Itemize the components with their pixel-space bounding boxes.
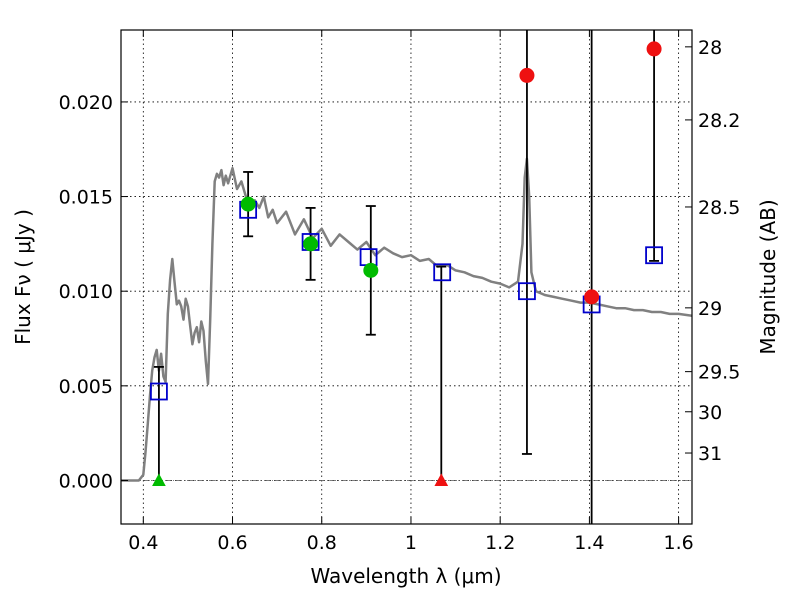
- observed-point: [363, 262, 379, 278]
- upper-limit-triangle: [434, 473, 449, 486]
- observed-point: [240, 196, 256, 212]
- x-tick-label: 1: [405, 532, 417, 554]
- right-tick-label: 29: [698, 298, 722, 320]
- right-tick-label: 28: [698, 37, 722, 59]
- plot-area: [121, 30, 692, 524]
- y-tick-label: 0.010: [59, 281, 113, 303]
- x-tick-label: 0.4: [128, 532, 158, 554]
- grid: [121, 30, 692, 524]
- model-flux-square: [518, 282, 536, 301]
- upper-limit-triangle: [152, 473, 166, 486]
- model-flux-square: [645, 246, 663, 265]
- error-bars-layer: [153, 30, 660, 524]
- right-axis-title: Magnitude (AB): [756, 199, 780, 354]
- x-axis-title: Wavelength λ (μm): [310, 564, 501, 588]
- observed-layer: [152, 41, 662, 486]
- ticks: [121, 30, 692, 524]
- x-tick-label: 1.2: [485, 532, 515, 554]
- y-tick-label: 0.015: [59, 187, 113, 209]
- right-tick-label: 29.5: [698, 362, 740, 384]
- right-tick-label: 30: [698, 402, 722, 424]
- model-flux-square: [150, 382, 168, 401]
- observed-point: [646, 41, 662, 57]
- right-tick-label: 28.2: [698, 110, 740, 132]
- x-tick-label: 1.4: [574, 532, 604, 554]
- observed-point: [519, 67, 535, 83]
- model-sed-layer: [121, 157, 692, 482]
- x-tick-label: 1.6: [664, 532, 694, 554]
- x-tick-label: 0.8: [307, 532, 337, 554]
- y-axis-title: Flux Fν ( μJy ): [11, 209, 35, 345]
- observed-point: [584, 289, 600, 305]
- right-tick-label: 28.5: [698, 197, 740, 219]
- tick-labels: 0.4 0.6 0.8 1 1.2 1.4 1.6 0.000 0.005 0.010 0.015 0…: [59, 37, 741, 554]
- y-tick-label: 0.005: [59, 376, 113, 398]
- y-tick-label: 0.020: [59, 92, 113, 114]
- x-tick-label: 0.6: [217, 532, 247, 554]
- y-tick-label: 0.000: [59, 470, 113, 492]
- observed-point: [303, 236, 319, 252]
- model-flux-square: [433, 263, 452, 282]
- right-tick-label: 31: [698, 443, 722, 465]
- plot-frame: [120, 29, 693, 525]
- model-sed-line: [121, 157, 692, 482]
